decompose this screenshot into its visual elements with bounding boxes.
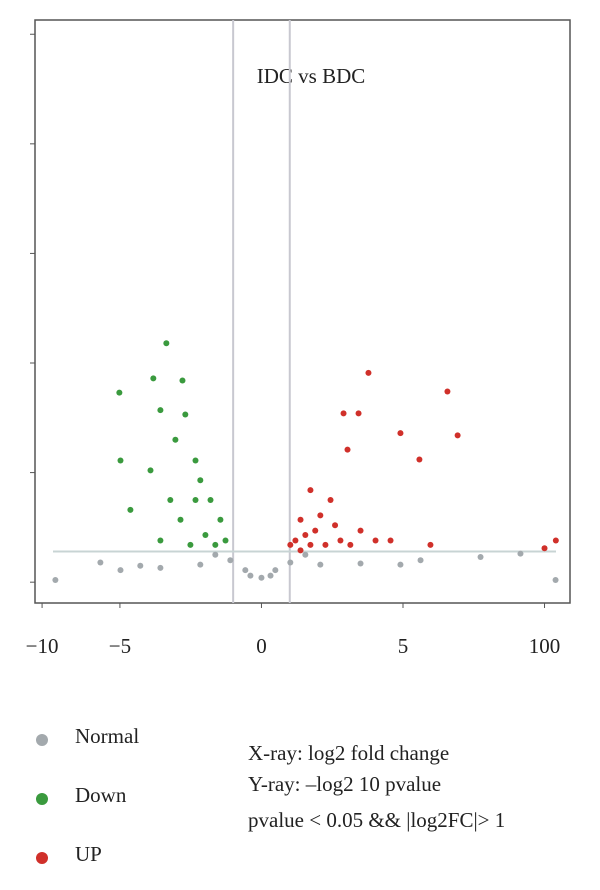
note: X-ray: log2 fold change <box>248 741 449 765</box>
point <box>287 541 294 548</box>
point <box>212 551 219 558</box>
point <box>177 516 184 523</box>
point <box>552 576 559 583</box>
point <box>222 537 229 544</box>
point <box>307 541 314 548</box>
point <box>116 389 123 396</box>
point <box>258 574 265 581</box>
point <box>207 496 214 503</box>
x-tick-label: −10 <box>26 634 59 658</box>
point <box>297 516 304 523</box>
point <box>97 559 104 566</box>
point <box>182 411 189 418</box>
point <box>365 369 372 376</box>
point <box>179 377 186 384</box>
point <box>387 537 394 544</box>
point <box>272 567 279 574</box>
point <box>517 550 524 557</box>
point <box>417 557 424 564</box>
point <box>247 572 254 579</box>
chart-title: IDC vs BDC <box>257 64 366 88</box>
point <box>355 410 362 417</box>
point <box>242 567 249 574</box>
point <box>347 541 354 548</box>
point <box>302 532 309 539</box>
point <box>147 467 154 474</box>
note: Y-ray: –log2 10 pvalue <box>248 772 441 796</box>
legend-label: Down <box>75 783 127 807</box>
point <box>167 496 174 503</box>
point <box>227 557 234 564</box>
point <box>187 541 194 548</box>
point <box>117 567 124 574</box>
point <box>307 487 314 494</box>
point <box>541 545 548 552</box>
x-tick-label: 100 <box>529 634 561 658</box>
x-tick-label: −5 <box>109 634 131 658</box>
plot-frame <box>34 19 571 604</box>
point <box>302 551 309 558</box>
point <box>172 436 179 443</box>
point <box>127 506 134 513</box>
point <box>357 527 364 534</box>
point <box>397 561 404 568</box>
point <box>454 432 461 439</box>
point <box>117 457 124 464</box>
point <box>477 553 484 560</box>
point <box>197 561 204 568</box>
legend-label: UP <box>75 842 102 866</box>
point <box>340 410 347 417</box>
point <box>297 547 304 554</box>
point <box>332 522 339 529</box>
point <box>150 375 157 382</box>
x-tick-label: 5 <box>398 634 409 658</box>
point <box>317 512 324 519</box>
legend-marker <box>36 793 48 805</box>
point <box>217 516 224 523</box>
point <box>212 541 219 548</box>
point <box>267 572 274 579</box>
point <box>444 388 451 395</box>
point <box>312 527 319 534</box>
point <box>292 537 299 544</box>
point <box>357 560 364 567</box>
legend-marker <box>36 852 48 864</box>
point <box>317 561 324 568</box>
point <box>427 541 434 548</box>
point <box>327 496 334 503</box>
point <box>157 407 164 414</box>
point <box>163 340 170 347</box>
point <box>287 559 294 566</box>
point <box>202 532 209 539</box>
point <box>192 457 199 464</box>
point <box>322 541 329 548</box>
point <box>397 430 404 437</box>
point <box>157 537 164 544</box>
point <box>197 477 204 484</box>
point <box>416 456 423 463</box>
point <box>192 496 199 503</box>
note: pvalue < 0.05 && |log2FC|> 1 <box>248 808 505 832</box>
legend-label: Normal <box>75 724 139 748</box>
point <box>337 537 344 544</box>
legend-marker <box>36 734 48 746</box>
point <box>344 446 351 453</box>
x-tick-label: 0 <box>256 634 267 658</box>
point <box>552 537 559 544</box>
point <box>52 576 59 583</box>
point <box>372 537 379 544</box>
point <box>157 564 164 571</box>
point <box>137 562 144 569</box>
